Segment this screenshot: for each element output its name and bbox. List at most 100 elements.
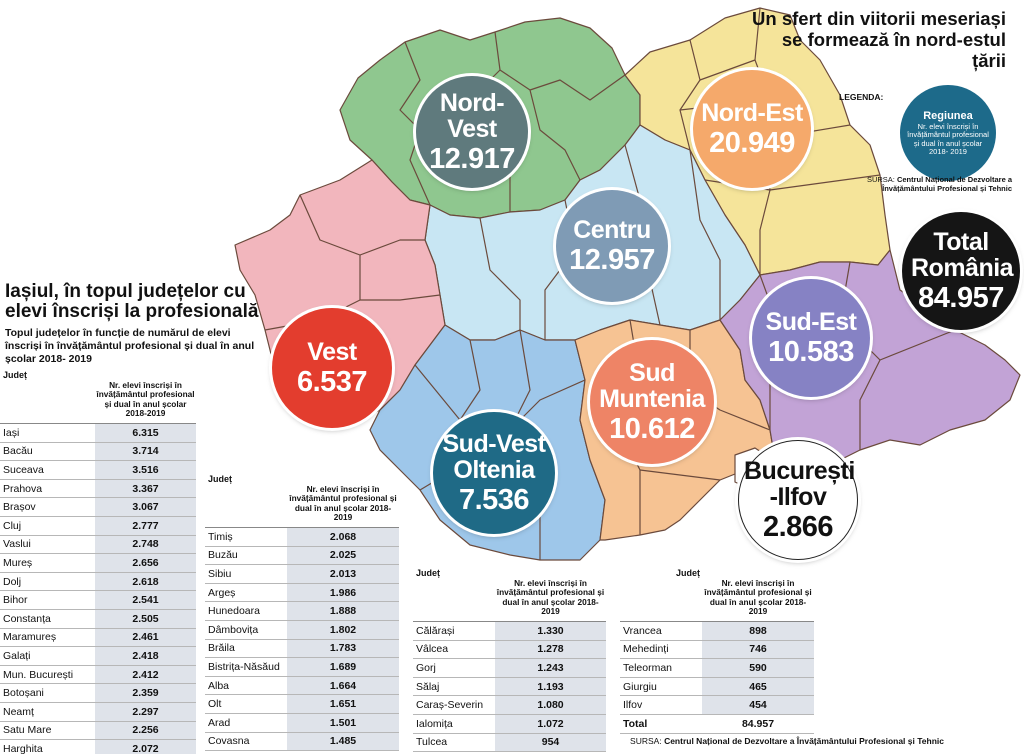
county-name: Teleorman xyxy=(623,661,673,674)
table-row: Argeș 1.986 xyxy=(205,583,399,603)
student-count: 454 xyxy=(702,696,814,714)
region-circle-sud-muntenia: Sud Muntenia 10.612 xyxy=(590,340,714,464)
county-name: Sălaj xyxy=(416,680,440,693)
county-name: Buzău xyxy=(208,549,238,562)
county-name: Vaslui xyxy=(3,538,31,551)
table-row: Gorj 1.243 xyxy=(413,659,606,678)
county-table-3: Județ Nr. elevi înscriși în învățământul… xyxy=(413,568,606,753)
student-count: 898 xyxy=(702,622,814,640)
county-name: Sibiu xyxy=(208,567,232,580)
region-name: Nord-Est xyxy=(701,98,803,127)
table-row: Prahova 3.367 xyxy=(0,479,196,499)
total-circle: Total România 84.957 xyxy=(902,212,1020,330)
region-name: Sud-Est xyxy=(765,307,857,336)
table-header: Județ Nr. elevi înscriși în învățământul… xyxy=(205,474,399,528)
student-count: 2.068 xyxy=(287,528,399,546)
table-header: Județ Nr. elevi înscriși în învățământul… xyxy=(620,568,814,622)
county-name: Harghita xyxy=(3,742,43,754)
county-name: Satu Mare xyxy=(3,724,52,737)
value-column-header: Nr. elevi înscriși în învățământul profe… xyxy=(704,577,812,617)
table-row: Buzău 2.025 xyxy=(205,546,399,566)
table-row: Bistrița-Năsăud 1.689 xyxy=(205,658,399,677)
region-value: 20.949 xyxy=(709,126,795,159)
county-name: Brăila xyxy=(208,642,235,655)
legend-description: Nr. elevi înscriși în învățământul profe… xyxy=(907,121,989,156)
county-name: Gorj xyxy=(416,661,436,674)
region-name: București -Ilfov xyxy=(744,456,855,511)
region-circle-sud-est: Sud-Est 10.583 xyxy=(752,279,870,397)
student-count: 1.689 xyxy=(287,658,399,676)
source-prefix: SURSA: xyxy=(630,736,662,746)
student-count: 3.367 xyxy=(95,479,196,498)
region-name: Vest xyxy=(307,337,357,366)
table-row: Maramureș 2.461 xyxy=(0,628,196,648)
student-count: 1.888 xyxy=(287,602,399,620)
table-row: Mehedinți 746 xyxy=(620,640,814,660)
region-name: Sud-Vest Oltenia xyxy=(442,429,546,484)
value-column-header: Nr. elevi înscriși în învățământul profe… xyxy=(96,379,195,419)
student-count: 2.359 xyxy=(95,684,196,702)
table-row: Sibiu 2.013 xyxy=(205,565,399,584)
county-name: Cluj xyxy=(3,519,22,532)
county-name: Bacău xyxy=(3,445,33,458)
table-row: Tulcea 954 xyxy=(413,733,606,753)
student-count: 1.664 xyxy=(287,676,399,695)
student-count: 1.501 xyxy=(287,713,399,732)
student-count: 1.802 xyxy=(287,620,399,639)
table-row: Arad 1.501 xyxy=(205,713,399,733)
legend-title: Regiunea xyxy=(923,109,973,122)
table-row: Olt 1.651 xyxy=(205,695,399,714)
county-name: Bihor xyxy=(3,594,28,607)
county-name: Suceava xyxy=(3,463,44,476)
student-count: 2.072 xyxy=(95,740,196,754)
region-circle-vest: Vest 6.537 xyxy=(272,308,392,428)
region-value: 12.957 xyxy=(569,243,655,276)
total-value: 84.957 xyxy=(918,282,1004,315)
region-circle-centru: Centru 12.957 xyxy=(556,190,668,302)
table-row: Suceava 3.516 xyxy=(0,461,196,480)
table-row: Ialomița 1.072 xyxy=(413,714,606,734)
student-count: 1.485 xyxy=(287,732,399,751)
student-count: 1.278 xyxy=(495,640,606,659)
total-label: Total România xyxy=(911,227,1014,282)
student-count: 2.025 xyxy=(287,546,399,565)
county-column-header: Județ xyxy=(3,370,28,380)
student-count: 2.412 xyxy=(95,665,196,684)
headline: Un sfert din viitorii meseriași se forme… xyxy=(752,8,1006,71)
value-column-header: Nr. elevi înscriși în învățământul profe… xyxy=(289,483,397,523)
county-name: Constanța xyxy=(3,612,51,625)
student-count: 2.618 xyxy=(95,572,196,591)
county-name: Ialomița xyxy=(416,717,453,730)
county-name: Vrancea xyxy=(623,624,662,637)
county-column-header: Județ xyxy=(416,568,441,578)
county-name: Vâlcea xyxy=(416,643,449,656)
left-title: Iașiul, în topul județelor cu elevi însc… xyxy=(5,281,259,322)
region-name: Sud Muntenia xyxy=(599,358,705,413)
table-row: Constanța 2.505 xyxy=(0,609,196,629)
county-name: Brașov xyxy=(3,501,36,514)
table-row: Iași 6.315 xyxy=(0,424,196,443)
student-count: 2.777 xyxy=(95,516,196,535)
table-row: Vrancea 898 xyxy=(620,622,814,641)
source-text: Centrul Național de Dezvoltare a Învățăm… xyxy=(664,736,944,746)
county-name: Ilfov xyxy=(623,699,643,712)
county-name: Iași xyxy=(3,426,20,439)
region-value: 10.612 xyxy=(609,413,695,446)
table-row: Harghita 2.072 xyxy=(0,740,196,754)
student-count: 1.651 xyxy=(287,695,399,713)
student-count: 1.193 xyxy=(495,677,606,696)
table-row: Dolj 2.618 xyxy=(0,572,196,592)
county-table-4: Județ Nr. elevi înscriși în învățământul… xyxy=(620,568,814,734)
table-row: Timiș 2.068 xyxy=(205,528,399,547)
legend-circle: Regiunea Nr. elevi înscriși în învățămân… xyxy=(900,85,996,181)
student-count: 2.748 xyxy=(95,535,196,554)
county-name: Hunedoara xyxy=(208,605,260,618)
table-row: Vaslui 2.748 xyxy=(0,535,196,555)
table-row: Cluj 2.777 xyxy=(0,516,196,536)
source-top: SURSA: Centrul Național de Dezvoltare a … xyxy=(842,175,1012,193)
student-count: 465 xyxy=(702,677,814,696)
student-count: 1.986 xyxy=(287,583,399,602)
county-name: Galați xyxy=(3,649,31,662)
county-name: Dolj xyxy=(3,575,22,588)
source-bottom: SURSA: Centrul Național de Dezvoltare a … xyxy=(630,736,944,746)
